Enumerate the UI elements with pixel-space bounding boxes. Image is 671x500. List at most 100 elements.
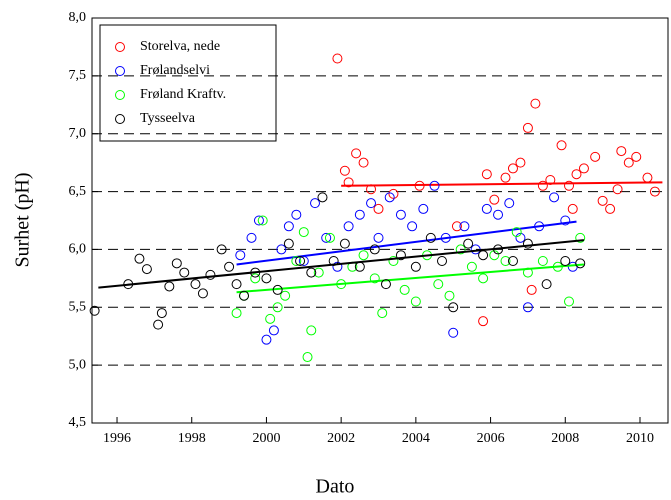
legend-marker <box>115 114 125 124</box>
point <box>478 250 489 261</box>
point <box>164 281 175 292</box>
point <box>272 302 283 313</box>
point <box>511 227 522 238</box>
point <box>324 232 335 243</box>
point <box>481 169 492 180</box>
point <box>541 279 552 290</box>
point <box>302 352 313 363</box>
point <box>537 256 548 266</box>
point <box>373 232 384 243</box>
point <box>418 203 429 214</box>
trend-line <box>341 181 663 187</box>
point <box>373 203 384 214</box>
y-tick-label: 4,5 <box>69 415 87 430</box>
point <box>272 284 283 295</box>
trend-line <box>236 263 585 294</box>
point <box>197 288 208 299</box>
legend-label: Frøland Kraftv. <box>140 87 226 102</box>
point <box>448 327 459 338</box>
x-tick-label: 2010 <box>626 431 654 446</box>
point <box>231 279 242 290</box>
y-tick-label: 6,5 <box>69 184 87 199</box>
point <box>493 209 504 220</box>
x-tick-label: 2008 <box>551 431 579 446</box>
point <box>354 209 365 220</box>
point <box>612 184 623 195</box>
x-axis-title: Dato <box>316 476 355 498</box>
point <box>407 221 418 232</box>
trend-line <box>98 239 585 289</box>
point <box>317 192 328 203</box>
point <box>515 157 526 168</box>
point <box>489 194 500 205</box>
point <box>276 244 287 255</box>
point <box>216 244 227 255</box>
point <box>339 238 350 249</box>
point <box>575 232 586 243</box>
y-tick-label: 6,0 <box>69 242 87 257</box>
point <box>481 203 492 214</box>
point <box>459 221 470 232</box>
point <box>399 284 410 295</box>
point <box>89 305 100 316</box>
point <box>377 308 388 319</box>
point <box>395 250 406 261</box>
point <box>306 267 317 278</box>
point <box>631 151 642 162</box>
point <box>448 302 459 313</box>
point <box>451 221 462 232</box>
point <box>530 98 541 109</box>
point <box>575 258 586 269</box>
point <box>366 198 377 209</box>
point <box>313 267 324 278</box>
point <box>231 308 242 319</box>
y-tick-label: 5,5 <box>69 300 87 315</box>
point <box>564 180 575 191</box>
point <box>332 261 343 272</box>
point <box>384 192 395 203</box>
plot-frame <box>91 17 669 424</box>
legend-marker <box>115 90 125 100</box>
point <box>343 177 354 188</box>
x-tick-label: 2004 <box>402 431 430 446</box>
point <box>369 244 380 255</box>
point <box>179 267 190 278</box>
point <box>257 215 268 226</box>
point <box>380 279 391 290</box>
point <box>369 273 380 284</box>
point <box>560 215 571 226</box>
point <box>239 290 250 301</box>
point <box>425 232 436 243</box>
point <box>578 163 589 174</box>
y-tick-label: 8,0 <box>69 10 87 25</box>
point <box>522 238 533 249</box>
point <box>605 203 616 214</box>
point <box>410 261 421 272</box>
point <box>597 195 608 206</box>
x-tick-label: 1998 <box>178 431 206 446</box>
point <box>205 269 216 280</box>
point <box>295 256 306 266</box>
point <box>339 165 350 176</box>
point <box>253 215 264 226</box>
point <box>388 256 399 266</box>
x-tick-label: 2002 <box>327 431 355 446</box>
point <box>153 319 164 330</box>
point <box>410 296 421 307</box>
y-tick-label: 7,5 <box>69 68 87 83</box>
point <box>616 146 627 157</box>
legend-marker <box>115 42 125 52</box>
x-tick-label: 2006 <box>477 431 505 446</box>
point <box>500 172 511 183</box>
point <box>235 250 246 261</box>
point <box>623 157 634 168</box>
point <box>429 180 440 191</box>
legend-label: Frølandselvi <box>140 63 210 78</box>
point <box>351 148 362 159</box>
point <box>246 232 257 243</box>
legend-box <box>99 24 277 142</box>
point <box>190 279 201 290</box>
point <box>466 261 477 272</box>
